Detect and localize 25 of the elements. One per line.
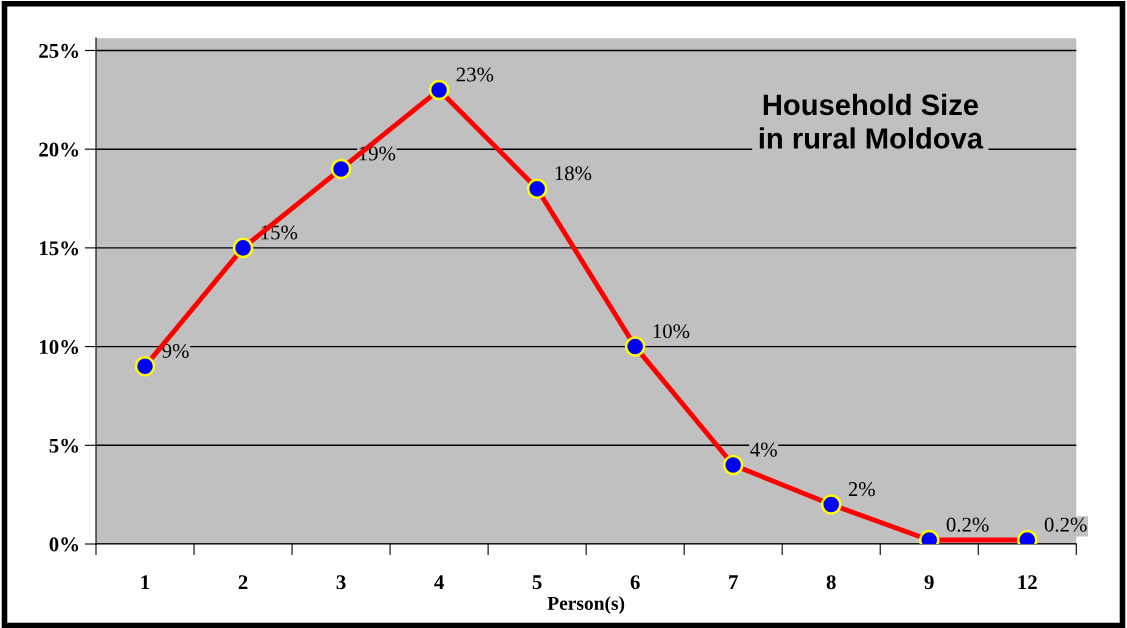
x-tick-label: 8 (826, 575, 836, 590)
data-label: 23% (456, 67, 494, 82)
x-tick-label: 6 (630, 575, 640, 590)
data-label: 4% (750, 442, 777, 457)
y-tick-label: 15% (40, 241, 79, 256)
data-label: 2% (848, 482, 875, 497)
x-tick-label: 1 (141, 575, 150, 590)
y-tick-label: 10% (40, 339, 79, 355)
x-tick-label: 4 (434, 575, 444, 590)
y-tick-label: 0% (49, 537, 79, 552)
data-label: 0.2% (946, 517, 989, 532)
text: Household Size in rural Moldova (759, 93, 984, 149)
data-label: 0.2% (1044, 517, 1087, 532)
x-tick-label: 7 (729, 575, 738, 590)
y-tick-label: 20% (39, 142, 79, 157)
y-tick-label: 5% (49, 438, 79, 453)
x-axis-title: Person(s) (547, 596, 625, 614)
data-label: 18% (555, 166, 592, 181)
x-tick-label: 3 (336, 575, 346, 590)
x-tick-label: 5 (532, 575, 542, 590)
x-tick-label: 9 (924, 575, 934, 590)
x-tick-label: 2 (238, 575, 248, 590)
y-tick-label: 25% (39, 43, 79, 58)
x-tick-label: 12 (1018, 575, 1037, 590)
data-label: 10% (653, 324, 690, 339)
